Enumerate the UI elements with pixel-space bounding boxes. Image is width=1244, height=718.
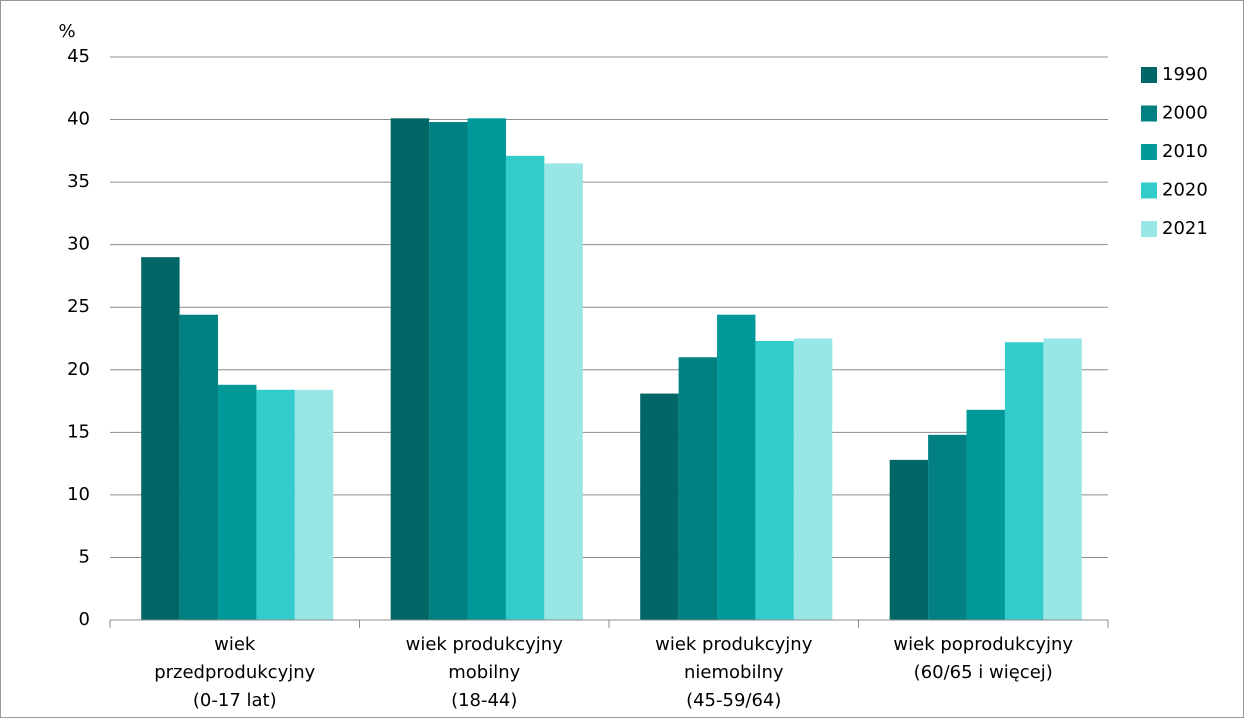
y-tick-label: 15	[67, 421, 90, 442]
legend-swatch	[1141, 182, 1157, 199]
bar	[1004, 342, 1044, 620]
y-tick-label: 40	[67, 109, 90, 130]
y-tick-label: 0	[79, 609, 90, 630]
x-tick-label: wiek	[214, 634, 256, 655]
legend-label: 2000	[1162, 103, 1208, 124]
y-tick-label: 35	[67, 171, 90, 192]
x-tick-label: przedprodukcyjny	[154, 662, 315, 683]
bar	[256, 389, 295, 620]
bar	[1043, 338, 1082, 620]
y-tick-label: 25	[67, 296, 90, 317]
x-tick-label: wiek produkcyjny	[655, 634, 813, 655]
y-tick-label: 10	[67, 484, 90, 505]
x-tick-label: niemobilny	[684, 662, 784, 683]
bar	[755, 341, 794, 620]
bar	[218, 384, 257, 620]
x-tick-label: wiek poprodukcyjny	[893, 634, 1073, 655]
x-tick-label: wiek produkcyjny	[406, 634, 564, 655]
legend-swatch	[1141, 144, 1157, 160]
bar	[390, 118, 430, 620]
y-axis-label: %	[58, 21, 75, 42]
x-tick-label: (0-17 lat)	[193, 690, 277, 711]
legend-swatch	[1141, 221, 1157, 237]
bar	[505, 155, 545, 621]
bar	[640, 393, 679, 620]
x-tick-label: (45-59/64)	[686, 690, 781, 711]
bar	[793, 338, 833, 620]
bar	[141, 257, 180, 620]
bar	[294, 389, 334, 620]
y-tick-label: 45	[67, 46, 90, 67]
y-tick-label: 30	[67, 234, 90, 255]
x-tick-label: mobilny	[448, 662, 520, 683]
y-tick-label: 5	[79, 546, 90, 567]
x-tick-label: (18-44)	[451, 690, 517, 711]
x-tick-label: (60/65 i więcej)	[914, 662, 1053, 683]
legend-swatch	[1141, 105, 1157, 122]
bar	[179, 314, 219, 620]
bar	[928, 434, 967, 620]
bar	[544, 163, 583, 620]
legend-label: 2020	[1162, 180, 1208, 201]
bar	[678, 357, 718, 620]
legend-label: 2010	[1162, 141, 1208, 162]
bar	[966, 409, 1005, 620]
legend-label: 1990	[1162, 64, 1208, 85]
legend-label: 2021	[1162, 218, 1208, 239]
bar	[467, 118, 506, 620]
bar	[429, 122, 468, 621]
y-tick-label: 20	[67, 359, 90, 380]
legend-swatch	[1141, 67, 1157, 83]
bar	[717, 314, 756, 620]
bar	[889, 459, 929, 620]
